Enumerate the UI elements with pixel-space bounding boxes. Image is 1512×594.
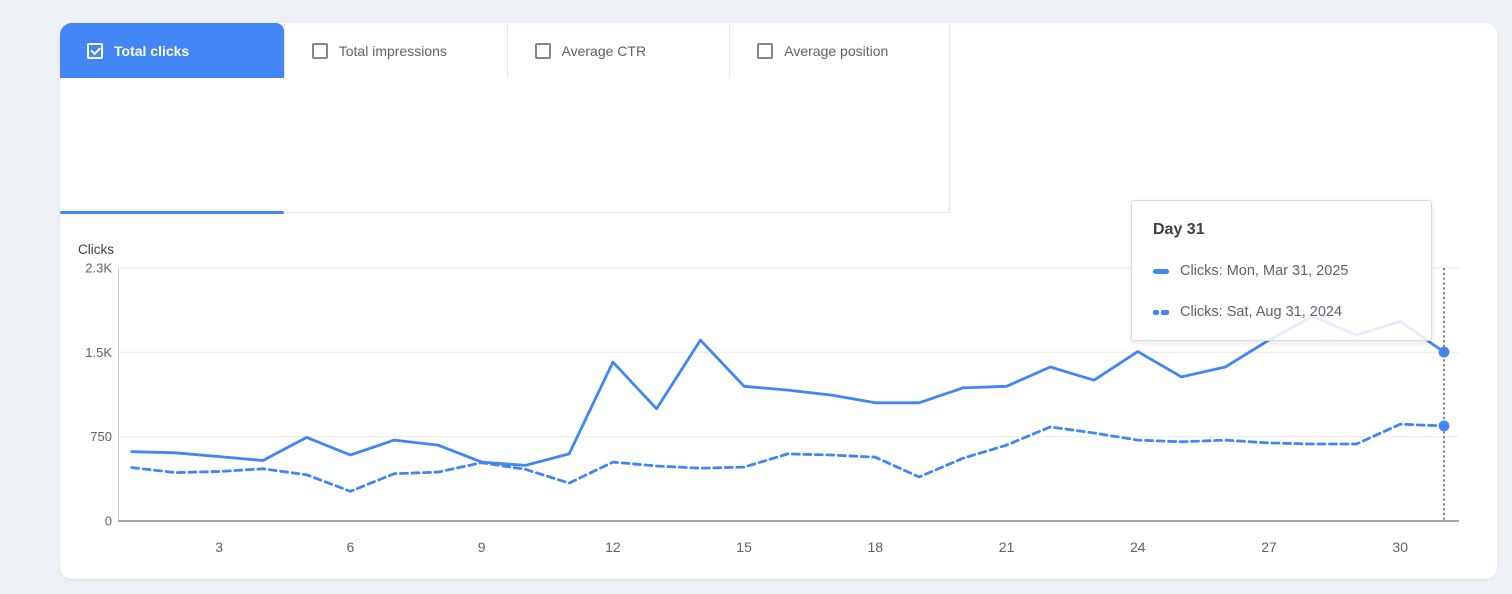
solid-series-icon <box>1153 268 1169 274</box>
total-clicks-checkbox-checked-icon[interactable] <box>87 42 103 59</box>
x-tick-label: 6 <box>347 539 355 555</box>
tab-average-position[interactable]: Average position <box>729 23 949 78</box>
x-tick-label: 9 <box>478 539 486 555</box>
tooltip-row-label: Clicks: Sat, Aug 31, 2024 <box>1180 304 1343 320</box>
tab-label: Total impressions <box>338 42 447 59</box>
selected-tab-indicator <box>60 211 284 214</box>
x-tick-label: 3 <box>215 539 223 555</box>
x-tick-label: 21 <box>999 539 1015 555</box>
x-tick-label: 30 <box>1392 539 1408 555</box>
series-line-dashed <box>130 422 1446 493</box>
y-tick-label: 0 <box>105 514 112 529</box>
x-tick-label: 15 <box>736 539 752 555</box>
average-ctr-checkbox-unchecked-icon[interactable] <box>534 42 551 59</box>
average-position-checkbox-unchecked-icon[interactable] <box>757 42 774 59</box>
y-axis-title: Clicks <box>78 242 114 257</box>
tab-total-impressions[interactable]: Total impressions <box>283 23 507 78</box>
tab-label: Average CTR <box>561 42 647 59</box>
total-impressions-checkbox-unchecked-icon[interactable] <box>311 42 328 59</box>
chart-tooltip: Day 31 Clicks: Mon, Mar 31, 2025 Clicks:… <box>1131 200 1432 341</box>
tab-total-clicks[interactable]: Total clicks <box>60 23 284 78</box>
metric-tabs-row: Total clicks Total impressions Average C… <box>60 23 949 78</box>
x-tick-label: 24 <box>1130 539 1146 555</box>
x-tick-label: 12 <box>605 539 621 555</box>
x-tick-label: 18 <box>868 539 884 555</box>
metric-tab-strip: Total clicks Total impressions Average C… <box>60 23 950 214</box>
dashed-series-icon <box>1153 309 1169 315</box>
tab-label: Total clicks <box>114 42 190 59</box>
series-line-solid <box>130 314 1446 467</box>
tooltip-row: Clicks: Sat, Aug 31, 2024 <box>1153 302 1342 322</box>
tab-label: Average position <box>784 42 889 59</box>
tooltip-row: Clicks: Mon, Mar 31, 2025 <box>1153 261 1348 281</box>
series-endpoint-dot <box>1438 420 1450 432</box>
tooltip-title: Day 31 <box>1153 221 1205 238</box>
tooltip-row-label: Clicks: Mon, Mar 31, 2025 <box>1180 263 1349 279</box>
series-endpoint-dot <box>1438 346 1450 358</box>
y-tick-label: 1.5K <box>85 345 112 360</box>
x-tick-label: 27 <box>1261 539 1277 555</box>
y-tick-label: 750 <box>90 429 112 444</box>
y-tick-label: 2.3K <box>85 261 112 276</box>
tab-average-ctr[interactable]: Average CTR <box>506 23 730 78</box>
